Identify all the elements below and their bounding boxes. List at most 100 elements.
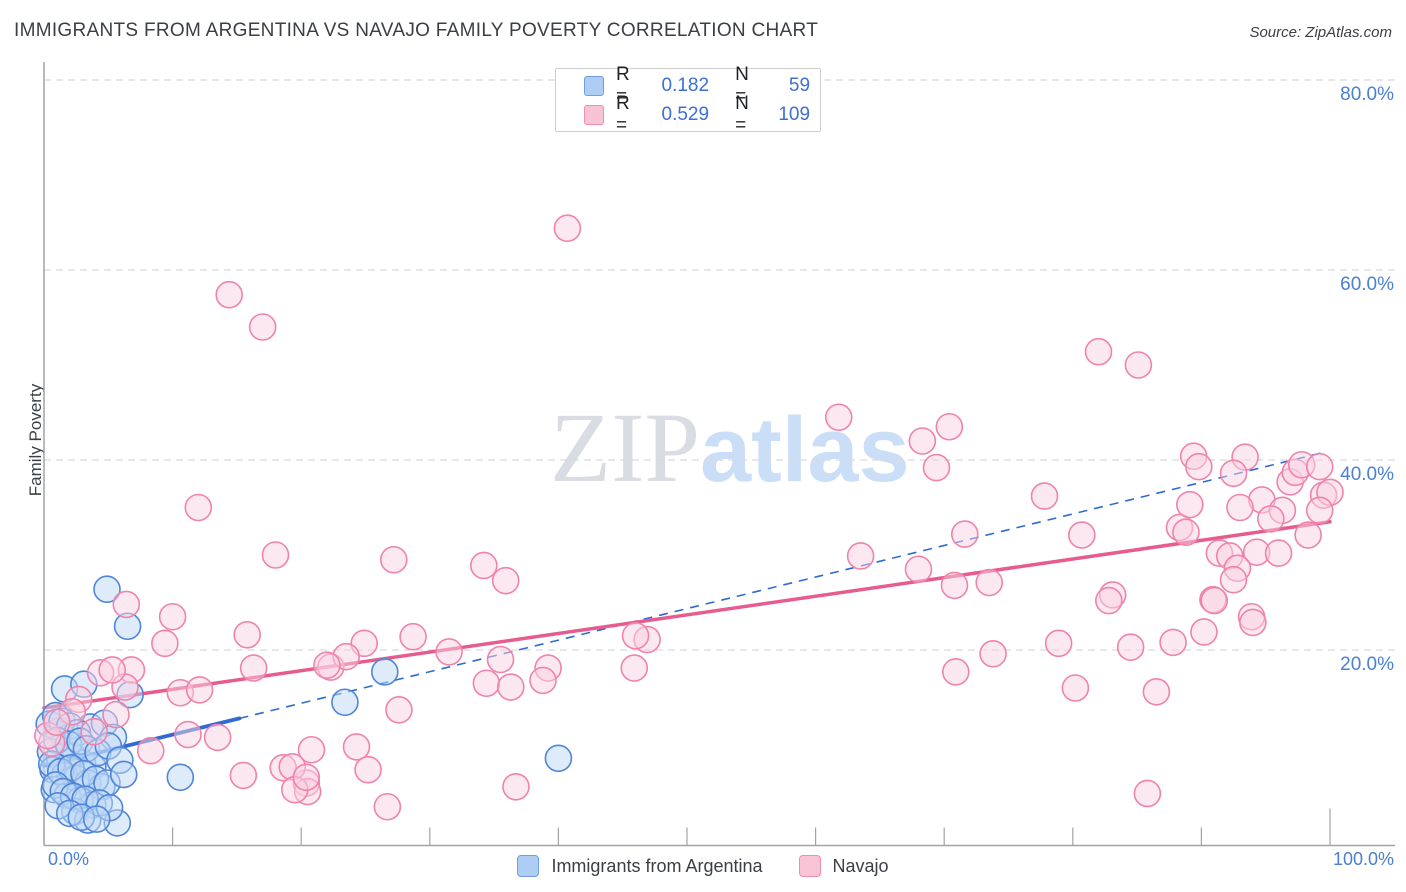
pink-data-point	[80, 717, 108, 746]
blue-data-point	[370, 658, 399, 686]
pink-data-point	[1226, 493, 1254, 522]
pink-data-point	[136, 736, 165, 765]
pink-data-point	[1305, 452, 1334, 481]
pink-data-point	[1264, 539, 1293, 567]
pink-data-point	[1044, 629, 1073, 658]
pink-data-point	[151, 629, 179, 658]
series-legend: Immigrants from Argentina Navajo	[0, 848, 1406, 884]
pink-data-point	[239, 654, 268, 682]
page-title: IMMIGRANTS FROM ARGENTINA VS NAVAJO FAMI…	[14, 20, 819, 41]
blue-series-swatch-icon	[517, 855, 540, 877]
n-value-argentina: 59	[788, 74, 811, 96]
pink-data-point	[1219, 459, 1248, 488]
pink-data-point	[435, 638, 463, 666]
watermark-atlas-text: atlas	[700, 399, 910, 501]
n-value-navajo: 109	[778, 103, 811, 125]
pink-data-point	[1190, 618, 1218, 646]
y-tick-label-20: 20.0%	[1340, 654, 1394, 675]
pink-trendline	[42, 520, 1332, 710]
pink-data-point	[215, 280, 243, 309]
pink-data-point	[979, 639, 1007, 668]
pink-data-point	[824, 403, 853, 432]
pink-data-point	[385, 696, 413, 724]
blue-series-swatch-icon	[584, 75, 604, 96]
r-label: R =	[616, 63, 630, 107]
blue-data-point	[166, 763, 195, 792]
pink-data-point	[248, 313, 277, 341]
source-credit: Source: ZipAtlas.com	[1249, 24, 1392, 41]
pink-data-point	[1239, 608, 1267, 637]
pink-data-point	[1200, 586, 1229, 615]
legend-label-navajo: Navajo	[832, 855, 889, 876]
pink-data-point	[43, 708, 71, 737]
blue-data-point	[82, 805, 111, 833]
y-tick-label-80: 80.0%	[1340, 84, 1394, 105]
pink-data-point	[1133, 779, 1162, 808]
pink-data-point	[1124, 351, 1153, 379]
pink-data-point	[261, 541, 290, 569]
pink-data-point	[1294, 521, 1322, 549]
pink-series-swatch-icon	[584, 104, 604, 125]
pink-data-point	[1030, 482, 1059, 510]
blue-data-point	[331, 688, 359, 717]
pink-data-point	[1068, 521, 1096, 549]
legend-row-navajo: R = 0.529 N = 109	[584, 93, 811, 136]
pink-data-point	[975, 568, 1004, 597]
pink-data-point	[1172, 518, 1200, 547]
pink-data-point	[621, 621, 650, 650]
pink-data-point	[1095, 586, 1123, 615]
pink-data-point	[229, 761, 258, 790]
r-value-navajo: 0.529	[661, 103, 710, 125]
pink-data-point	[950, 520, 979, 548]
y-tick-label-40: 40.0%	[1340, 464, 1394, 485]
pink-data-point	[399, 622, 427, 651]
pink-data-point	[313, 651, 341, 680]
pink-data-point	[174, 720, 202, 749]
blue-data-point	[93, 575, 121, 604]
r-label: R =	[616, 92, 630, 136]
pink-data-point	[1116, 633, 1145, 661]
pink-data-point	[904, 555, 933, 584]
pink-data-point	[342, 733, 371, 761]
pink-data-point	[379, 545, 408, 574]
pink-data-point	[1084, 337, 1113, 366]
correlation-legend-box: R = 0.182 N = 59 R = 0.529 N = 109	[555, 64, 821, 136]
pink-data-point	[935, 412, 964, 441]
pink-data-point	[1176, 490, 1204, 519]
pink-data-point	[620, 654, 649, 682]
blue-data-point	[544, 744, 573, 773]
pink-data-point	[98, 656, 126, 684]
pink-data-point	[502, 772, 530, 801]
pink-series-swatch-icon	[798, 855, 821, 877]
pink-data-point	[185, 676, 214, 704]
pink-data-point	[1219, 565, 1248, 594]
legend-item-navajo: Navajo	[798, 855, 889, 877]
pink-data-point	[491, 566, 520, 595]
pink-data-point	[529, 666, 557, 695]
zipatlas-watermark: ZIPatlas	[550, 398, 910, 498]
pink-data-point	[203, 723, 232, 752]
pink-data-point	[184, 493, 213, 522]
pink-data-point	[1185, 452, 1213, 481]
blue-data-point	[109, 760, 138, 789]
pink-data-point	[941, 658, 970, 686]
pink-data-point	[354, 755, 382, 784]
pink-data-point	[158, 602, 187, 631]
legend-label-argentina: Immigrants from Argentina	[551, 855, 763, 876]
pink-data-point	[472, 669, 501, 698]
pink-data-point	[373, 792, 402, 821]
pink-data-point	[908, 427, 937, 455]
pink-data-point	[940, 571, 969, 600]
pink-data-point	[922, 453, 951, 482]
y-tick-label-60: 60.0%	[1340, 274, 1394, 295]
pink-data-point	[497, 673, 525, 701]
pink-data-point	[297, 735, 326, 764]
pink-data-point	[1257, 505, 1285, 533]
pink-data-point	[846, 542, 875, 570]
pink-data-point	[1305, 496, 1334, 525]
x-axis-min-label: 0.0%	[48, 849, 90, 869]
pink-data-point	[292, 763, 321, 792]
watermark-zip-text: ZIP	[550, 392, 700, 503]
pink-data-point	[470, 551, 498, 580]
